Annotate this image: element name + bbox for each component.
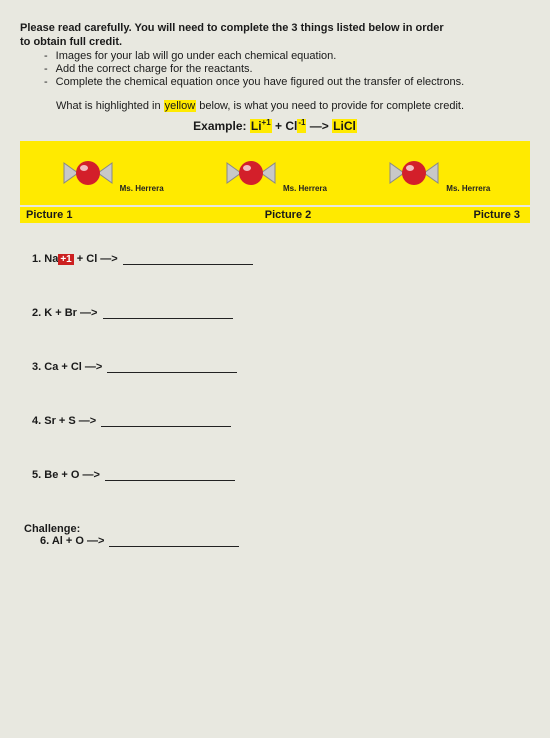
bullet-list: - Images for your lab will go under each… [44,50,530,88]
red-charge-box: +1 [58,254,73,265]
picture-labels: Picture 1 Picture 2 Picture 3 [20,207,530,223]
problem-num: 1. [32,253,41,265]
problem-text: K + Br —> [44,307,97,319]
bullet-item: - Add the correct charge for the reactan… [44,63,530,75]
yellow-instruction: What is highlighted in yellow below, is … [56,100,530,112]
problem-text: Sr + S —> [44,415,96,427]
problem-num: 5. [32,469,41,481]
problem-text: Ca + Cl —> [44,361,102,373]
example-line: Example: Li+1 + Cl-1 —> LiCl [20,118,530,133]
challenge-section: Challenge: 6. Al + O —> [20,523,530,547]
instr-pre: What is highlighted in [56,100,164,112]
problem-num: 4. [32,415,41,427]
example-rhs: LiCl [332,119,357,133]
bullet-text: Add the correct charge for the reactants… [56,63,253,75]
bullet-item: - Images for your lab will go under each… [44,50,530,62]
problems-list: 1. Na+1 + Cl —> 2. K + Br —> 3. Ca + Cl … [32,253,530,481]
candy-author: Ms. Herrera [283,184,327,193]
candy-icon [223,153,279,193]
problem-num: 6. [40,535,49,547]
problem-5: 5. Be + O —> [32,469,530,481]
example-lhs: Li+1 [250,119,272,133]
bullet-text: Complete the chemical equation once you … [56,76,464,88]
problem-2: 2. K + Br —> [32,307,530,319]
bullet-dash: - [44,50,48,62]
candy-cell: Ms. Herrera [223,153,327,193]
problem-text: Al + O —> [52,535,105,547]
answer-blank[interactable] [109,546,239,547]
answer-blank[interactable] [107,372,237,373]
example-label: Example: [193,119,250,133]
example-plus: + Cl [272,119,298,133]
candy-icon [60,153,116,193]
candy-icon [386,153,442,193]
answer-blank[interactable] [103,318,233,319]
yellow-highlight: yellow [164,100,197,112]
header-line2: to obtain full credit. [20,36,530,48]
bullet-text: Images for your lab will go under each c… [56,50,337,62]
problem-text: Be + O —> [44,469,100,481]
problem-lhs-pre: Na [44,253,58,265]
answer-blank[interactable] [123,264,253,265]
picture-label: Picture 1 [26,209,72,221]
bullet-item: - Complete the chemical equation once yo… [44,76,530,88]
problem-4: 4. Sr + S —> [32,415,530,427]
candy-cell: Ms. Herrera [60,153,164,193]
instr-post: below, is what you need to provide for c… [196,100,464,112]
answer-blank[interactable] [101,426,231,427]
candy-strip: Ms. Herrera Ms. Herrera Ms. Herrera [20,141,530,205]
problem-num: 2. [32,307,41,319]
bullet-dash: - [44,63,48,75]
candy-author: Ms. Herrera [120,184,164,193]
picture-label: Picture 2 [265,209,311,221]
header-line1: Please read carefully. You will need to … [20,22,530,34]
problem-6: 6. Al + O —> [40,535,530,547]
problem-lhs-post: + Cl —> [74,253,118,265]
problem-num: 3. [32,361,41,373]
answer-blank[interactable] [105,480,235,481]
example-arrow: —> [306,119,332,133]
challenge-title: Challenge: [24,523,530,535]
candy-cell: Ms. Herrera [386,153,490,193]
candy-author: Ms. Herrera [446,184,490,193]
problem-1: 1. Na+1 + Cl —> [32,253,530,265]
bullet-dash: - [44,76,48,88]
problem-3: 3. Ca + Cl —> [32,361,530,373]
picture-label: Picture 3 [474,209,520,221]
